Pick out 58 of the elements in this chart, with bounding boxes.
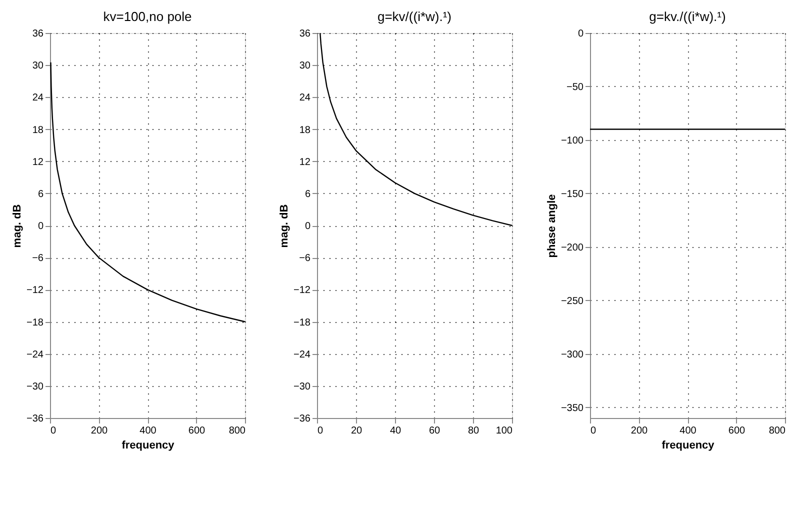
chart-title: kv=100,no pole <box>103 9 192 24</box>
x-tick-label: 400 <box>140 426 157 436</box>
y-tick-label: −36 <box>294 414 311 424</box>
y-tick-label: 18 <box>299 124 311 136</box>
x-tick-label: 200 <box>90 426 108 436</box>
y-tick-label: −12 <box>26 285 44 296</box>
x-tick-label: 60 <box>428 426 440 436</box>
y-tick-label: 6 <box>38 188 44 200</box>
y-axis-title: phase angle <box>546 194 558 258</box>
x-tick-label: 800 <box>768 426 786 436</box>
y-tick-label: −6 <box>299 253 311 264</box>
y-tick-label: −18 <box>26 317 44 328</box>
y-tick-label: 30 <box>299 60 311 72</box>
y-tick-label: 0 <box>38 221 44 232</box>
y-tick-label: 12 <box>32 156 44 168</box>
x-tick-label: 200 <box>630 426 648 436</box>
y-axis-title: mag. dB <box>278 204 291 248</box>
y-tick-label: 36 <box>299 28 311 40</box>
y-tick-label: −50 <box>566 82 584 93</box>
x-tick-label: 800 <box>228 426 246 436</box>
y-tick-label: −24 <box>294 349 311 360</box>
x-axis-title: frequency <box>662 440 716 452</box>
x-tick-label: 0 <box>590 426 596 436</box>
y-tick-label: −350 <box>560 402 584 414</box>
x-tick-label: 80 <box>468 426 480 436</box>
y-tick-label: −18 <box>294 317 311 328</box>
x-axis-title: frequency <box>122 440 176 452</box>
y-axis-title: mag. dB <box>12 204 24 248</box>
y-tick-label: 12 <box>299 156 311 168</box>
x-tick-label: 40 <box>390 426 402 436</box>
y-tick-label: −30 <box>294 381 311 392</box>
y-tick-label: 0 <box>304 221 311 232</box>
y-tick-label: 0 <box>578 28 584 40</box>
y-tick-label: 6 <box>304 188 311 200</box>
x-tick-label: 100 <box>496 426 513 436</box>
y-tick-label: −250 <box>560 296 584 307</box>
x-tick-label: 20 <box>350 426 362 436</box>
x-tick-label: 0 <box>50 426 56 436</box>
chart-title: g=kv./((i*w).¹) <box>649 9 726 24</box>
y-tick-label: −150 <box>560 188 584 200</box>
y-tick-label: 24 <box>299 92 311 104</box>
y-tick-label: 18 <box>32 124 44 136</box>
y-tick-label: −36 <box>26 414 44 424</box>
y-tick-label: −12 <box>294 285 311 296</box>
y-tick-label: 36 <box>32 28 44 40</box>
y-tick-label: −30 <box>26 381 44 392</box>
chart-title: g=kv/((i*w).¹) <box>377 9 452 24</box>
y-tick-label: −300 <box>560 349 584 360</box>
x-tick-label: 600 <box>188 426 206 436</box>
x-tick-label: 0 <box>318 426 324 436</box>
y-tick-label: −6 <box>32 253 44 264</box>
x-tick-label: 400 <box>680 426 697 436</box>
y-tick-label: 24 <box>32 92 44 104</box>
y-tick-label: 30 <box>32 60 44 72</box>
y-tick-label: −200 <box>560 242 584 254</box>
x-tick-label: 600 <box>728 426 746 436</box>
y-tick-label: −100 <box>560 135 584 146</box>
y-tick-label: −24 <box>26 349 44 360</box>
